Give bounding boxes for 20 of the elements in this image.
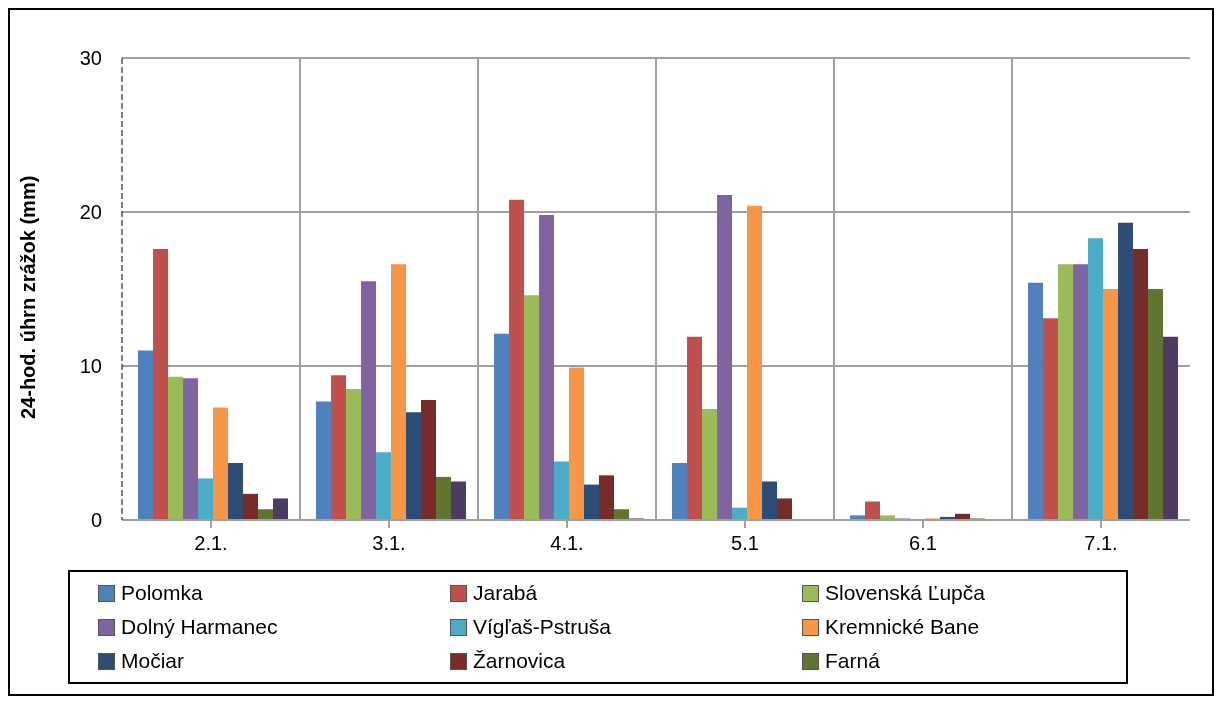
legend-label: Jarabá	[473, 581, 538, 605]
y-tick-label: 0	[90, 509, 102, 532]
legend-label: Slovenská Ľupča	[825, 581, 985, 605]
legend-label: Dolný Harmanec	[121, 615, 278, 639]
legend-label: Žarnovica	[473, 649, 566, 673]
y-axis-title: 24-hod. úhrn zrážok (mm)	[17, 175, 40, 419]
x-tick-label: 2.1.	[194, 532, 228, 555]
x-tick-label: 5.1	[731, 532, 759, 555]
y-tick-label: 30	[79, 47, 102, 70]
x-tick-label: 4.1.	[550, 532, 584, 555]
x-tick-label: 6.1	[909, 532, 937, 555]
legend-label: Farná	[825, 649, 880, 673]
y-tick-label: 10	[79, 355, 102, 378]
legend-label: Vígľaš-Pstruša	[473, 615, 612, 639]
legend-label: Kremnické Bane	[825, 615, 980, 639]
legend-label: Polomka	[121, 581, 203, 605]
x-tick-label: 3.1.	[372, 532, 406, 555]
y-tick-label: 20	[79, 201, 102, 224]
legend-label: Močiar	[121, 649, 185, 673]
x-tick-label: 7.1.	[1084, 532, 1118, 555]
